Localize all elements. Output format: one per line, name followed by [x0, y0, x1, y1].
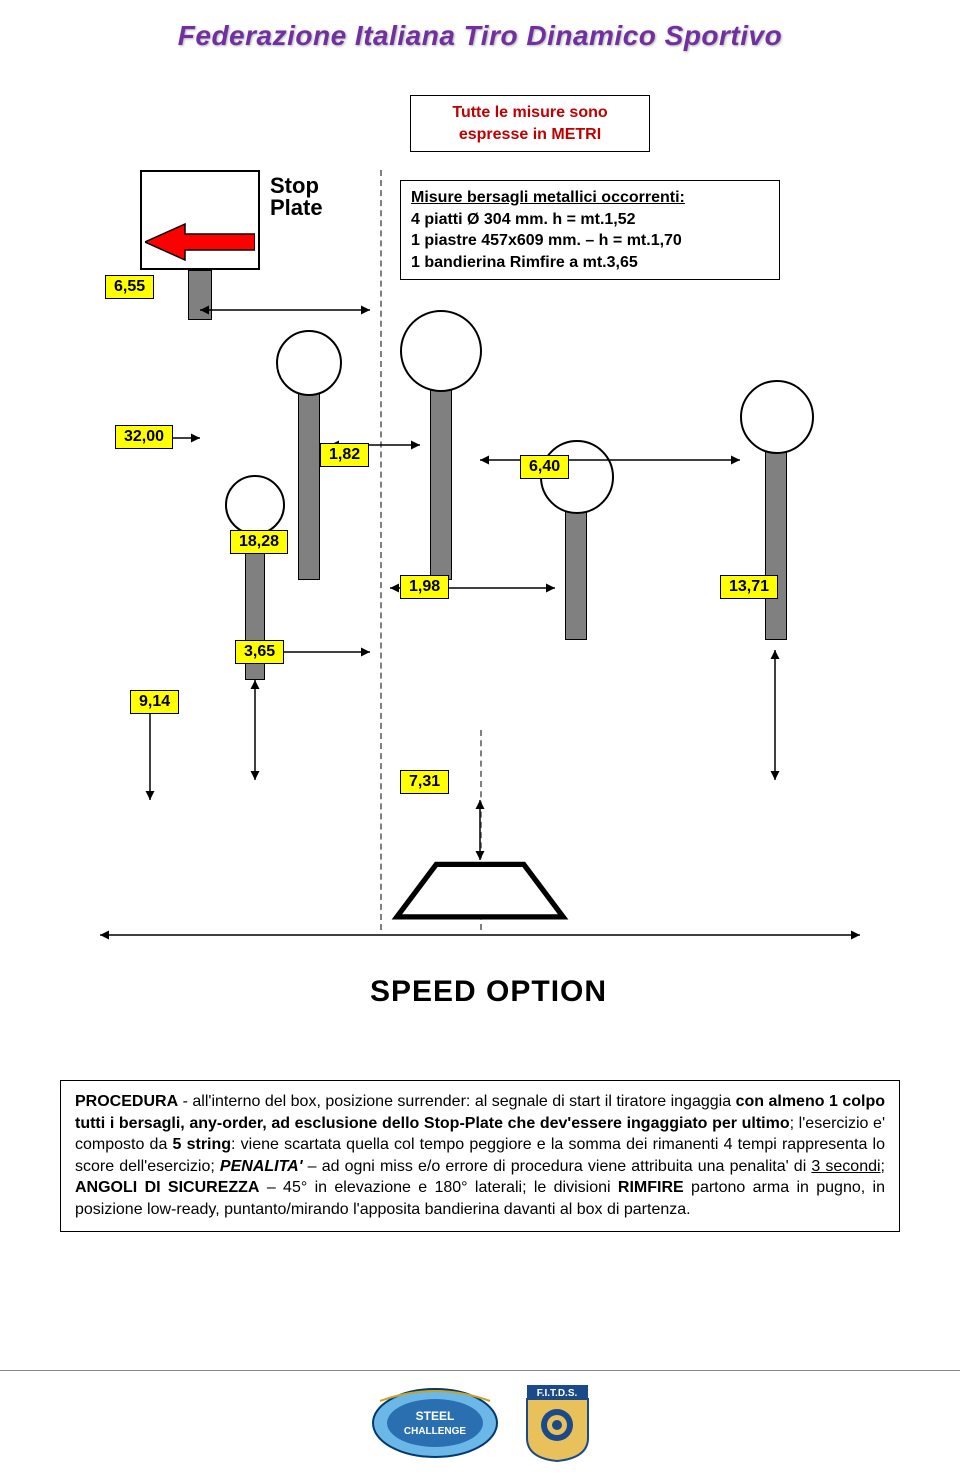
m-1828: 18,28	[230, 530, 288, 554]
measures-note-box: Tutte le misure sono espresse in METRI	[410, 95, 650, 152]
p4: – ad ogni miss e/o errore di procedura v…	[303, 1158, 812, 1175]
m-914: 9,14	[130, 690, 179, 714]
m-182: 1,82	[320, 443, 369, 467]
svg-text:CHALLENGE: CHALLENGE	[404, 1426, 467, 1437]
b5: RIMFIRE	[618, 1179, 684, 1196]
m-1371: 13,71	[720, 575, 778, 599]
procedura-label: PROCEDURA	[75, 1093, 178, 1110]
note-line1: Tutte le misure sono	[421, 102, 639, 124]
m-365: 3,65	[235, 640, 284, 664]
m-198: 1,98	[400, 575, 449, 599]
p1: - all'interno del box, posizione surrend…	[178, 1093, 735, 1110]
m-731: 7,31	[400, 770, 449, 794]
m-640: 6,40	[520, 455, 569, 479]
diagram-title: SPEED OPTION	[370, 975, 607, 1009]
p5: ;	[881, 1158, 885, 1175]
page-header: Federazione Italiana Tiro Dinamico Sport…	[0, 0, 960, 62]
b3: PENALITA'	[220, 1158, 303, 1175]
b4: ANGOLI DI SICUREZZA	[75, 1179, 259, 1196]
dimension-lines	[0, 180, 960, 1000]
footer: STEEL CHALLENGE F.I.T.D.S.	[0, 1370, 960, 1468]
svg-text:STEEL: STEEL	[416, 1409, 455, 1423]
steel-challenge-logo: STEEL CHALLENGE	[370, 1386, 500, 1466]
diagram: Stop Plate	[0, 180, 960, 1000]
fitds-logo: F.I.T.D.S.	[525, 1383, 590, 1468]
procedura-box: PROCEDURA - all'interno del box, posizio…	[60, 1080, 900, 1232]
m-3200: 32,00	[115, 425, 173, 449]
u1: 3 secondi	[811, 1158, 880, 1175]
header-title: Federazione Italiana Tiro Dinamico Sport…	[0, 20, 960, 52]
b2: 5 string	[173, 1136, 232, 1153]
m-655: 6,55	[105, 275, 154, 299]
svg-text:F.I.T.D.S.: F.I.T.D.S.	[536, 1388, 577, 1399]
p6: – 45° in elevazione e 180° laterali; le …	[259, 1179, 617, 1196]
note-line2: espresse in METRI	[421, 124, 639, 146]
